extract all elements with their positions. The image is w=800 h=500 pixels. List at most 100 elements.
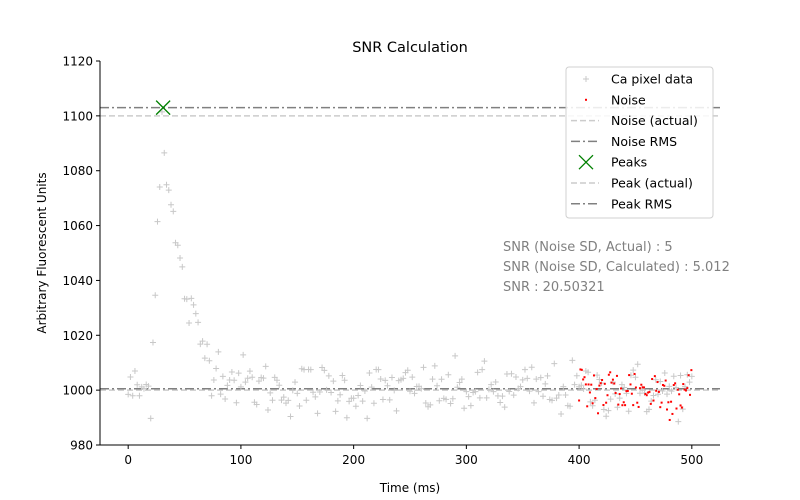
- ca-data-point: [404, 367, 411, 374]
- ca-data-point: [528, 364, 535, 371]
- ca-data-point: [325, 372, 332, 379]
- ca-data-point: [411, 390, 418, 397]
- x-tick-label: 500: [680, 453, 703, 467]
- ca-data-point: [594, 372, 601, 379]
- noise-point: [626, 389, 629, 392]
- ca-data-point: [605, 407, 612, 414]
- noise-point: [620, 387, 623, 390]
- ca-data-point: [551, 360, 558, 367]
- ca-data-point: [533, 376, 540, 383]
- noise-point: [657, 390, 660, 393]
- noise-point: [618, 393, 621, 396]
- ca-data-point: [199, 338, 206, 345]
- legend-peak-rms-label: Peak RMS: [611, 196, 672, 211]
- ca-data-point: [499, 393, 506, 400]
- ca-data-point: [228, 369, 235, 376]
- ca-data-point: [567, 403, 574, 410]
- x-tick-label: 400: [568, 453, 591, 467]
- ca-data-point: [328, 389, 335, 396]
- noise-point: [663, 384, 666, 387]
- noise-point: [666, 408, 669, 411]
- noise-point: [582, 378, 585, 381]
- ca-data-point: [393, 407, 400, 414]
- ca-data-point: [170, 208, 177, 215]
- ca-data-point: [222, 396, 229, 403]
- ca-data-point: [273, 377, 280, 384]
- noise-point: [656, 381, 659, 384]
- ca-data-point: [355, 392, 362, 399]
- ca-data-point: [192, 310, 199, 317]
- ca-data-point: [339, 372, 346, 379]
- y-tick-label: 980: [70, 439, 93, 453]
- noise-point: [660, 401, 663, 404]
- ca-data-point: [188, 295, 195, 302]
- ca-data-point: [321, 367, 328, 374]
- ca-data-point: [632, 374, 639, 381]
- ca-data-point: [337, 391, 344, 398]
- ca-data-point: [661, 369, 668, 376]
- peaks-series: [155, 100, 171, 116]
- noise-point: [610, 381, 613, 384]
- ca-data-point: [436, 397, 443, 404]
- ca-data-point: [531, 399, 537, 406]
- ca-data-point: [190, 301, 197, 308]
- ca-data-point: [213, 365, 220, 372]
- ca-data-point: [346, 398, 353, 405]
- ca-data-point: [454, 384, 461, 391]
- ca-data-point: [472, 388, 479, 395]
- ca-data-point: [537, 374, 544, 381]
- ca-data-point: [375, 366, 382, 373]
- x-tick-label: 300: [455, 453, 478, 467]
- noise-point: [643, 386, 646, 389]
- annotation-snr-actual: SNR (Noise SD, Actual) : 5: [503, 240, 673, 255]
- ca-data-point: [447, 400, 454, 407]
- noise-point: [670, 400, 673, 403]
- ca-data-point: [409, 374, 416, 381]
- ca-data-point: [278, 397, 285, 404]
- noise-point: [671, 412, 674, 415]
- noise-point: [636, 401, 639, 404]
- ca-data-point: [463, 388, 470, 395]
- ca-data-point: [474, 369, 481, 376]
- noise-point: [580, 368, 583, 371]
- ca-data-point: [400, 375, 407, 382]
- noise-point: [594, 397, 597, 400]
- legend-noise-marker: [585, 98, 587, 101]
- noise-point: [652, 399, 655, 402]
- ca-data-point: [246, 368, 253, 375]
- ca-data-point: [125, 391, 132, 398]
- ca-data-point: [645, 406, 652, 413]
- noise-point: [675, 407, 678, 410]
- y-tick-label: 1040: [62, 274, 93, 288]
- x-tick-label: 100: [229, 453, 252, 467]
- ca-data-point: [488, 381, 495, 388]
- ca-data-point: [634, 361, 641, 368]
- ca-data-point: [359, 398, 366, 405]
- ca-data-point: [573, 372, 580, 379]
- ca-data-point: [174, 242, 181, 249]
- noise-point: [614, 392, 617, 395]
- noise-point: [597, 412, 600, 415]
- ca-data-point: [607, 396, 614, 403]
- ca-data-point: [210, 376, 217, 383]
- noise-point: [583, 376, 586, 379]
- ca-data-point: [161, 149, 168, 156]
- ca-data-point: [377, 375, 384, 382]
- ca-data-point: [497, 399, 504, 406]
- noise-point: [682, 383, 685, 386]
- legend-noise-rms-label: Noise RMS: [611, 134, 677, 149]
- y-tick-label: 1080: [62, 164, 93, 178]
- ca-data-point: [506, 388, 513, 395]
- ca-data-point: [249, 374, 256, 381]
- noise-point: [629, 383, 632, 386]
- ca-data-point: [555, 392, 562, 399]
- ca-data-point: [382, 377, 389, 384]
- legend-peaks-label: Peaks: [611, 155, 647, 170]
- ca-data-point: [524, 375, 531, 382]
- ca-data-point: [675, 418, 682, 425]
- ca-data-point: [569, 357, 576, 364]
- ca-data-point: [490, 388, 497, 395]
- ca-data-point: [310, 389, 317, 396]
- noise-point: [586, 405, 589, 408]
- ca-data-point: [334, 397, 341, 404]
